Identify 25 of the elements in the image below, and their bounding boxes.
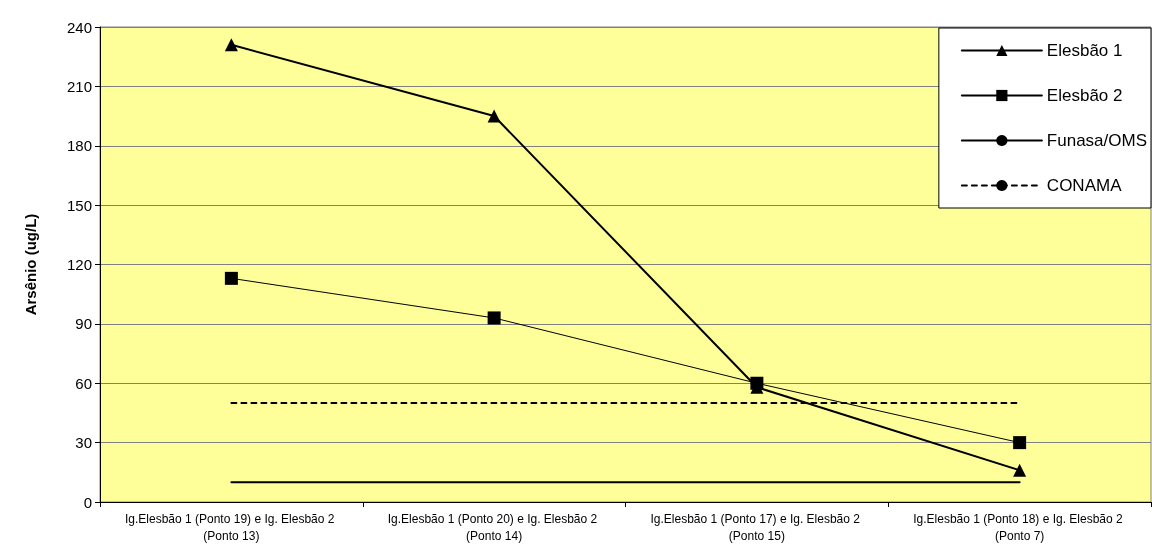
point <box>1013 463 1027 477</box>
x-tick-label: Ig.Elesbão 1 (Ponto 19) e Ig. Elesbão 2 (Ponto 13) <box>124 511 338 543</box>
point <box>1013 436 1027 450</box>
y-tick-label: 210 <box>66 77 92 95</box>
x-tick-label: Ig.Elesbão 1 (Ponto 17) e Ig. Elesbão 2 (Ponto 15) <box>650 511 864 543</box>
y-tick-label: 90 <box>75 315 92 333</box>
point <box>750 376 764 390</box>
point <box>224 271 238 285</box>
y-tick-label: 60 <box>75 374 92 392</box>
legend-label: Funasa/OMS <box>1046 131 1148 150</box>
y-tick-label: 30 <box>75 434 92 452</box>
y-tick-label: 150 <box>66 196 92 214</box>
point <box>487 311 501 325</box>
x-tick-label: Ig.Elesbão 1 (Ponto 18) e Ig. Elesbão 2 (Ponto 7) <box>913 511 1127 543</box>
legend-label: Elesbão 2 <box>1046 86 1123 105</box>
y-tick-label: 120 <box>66 256 92 273</box>
y-tick-label: 0 <box>83 493 92 511</box>
y-tick-label: 180 <box>66 137 92 155</box>
point <box>487 109 501 123</box>
y-tick-label: 240 <box>66 18 92 36</box>
legend-label: Elesbão 1 <box>1046 41 1123 60</box>
legend-label: CONAMA <box>1046 176 1123 195</box>
x-tick-label: Ig.Elesbão 1 (Ponto 20) e Ig. Elesbão 2 (Ponto 14) <box>387 511 601 543</box>
y-axis-title: Arsênio (ug/L) <box>22 213 39 316</box>
point <box>224 38 238 52</box>
